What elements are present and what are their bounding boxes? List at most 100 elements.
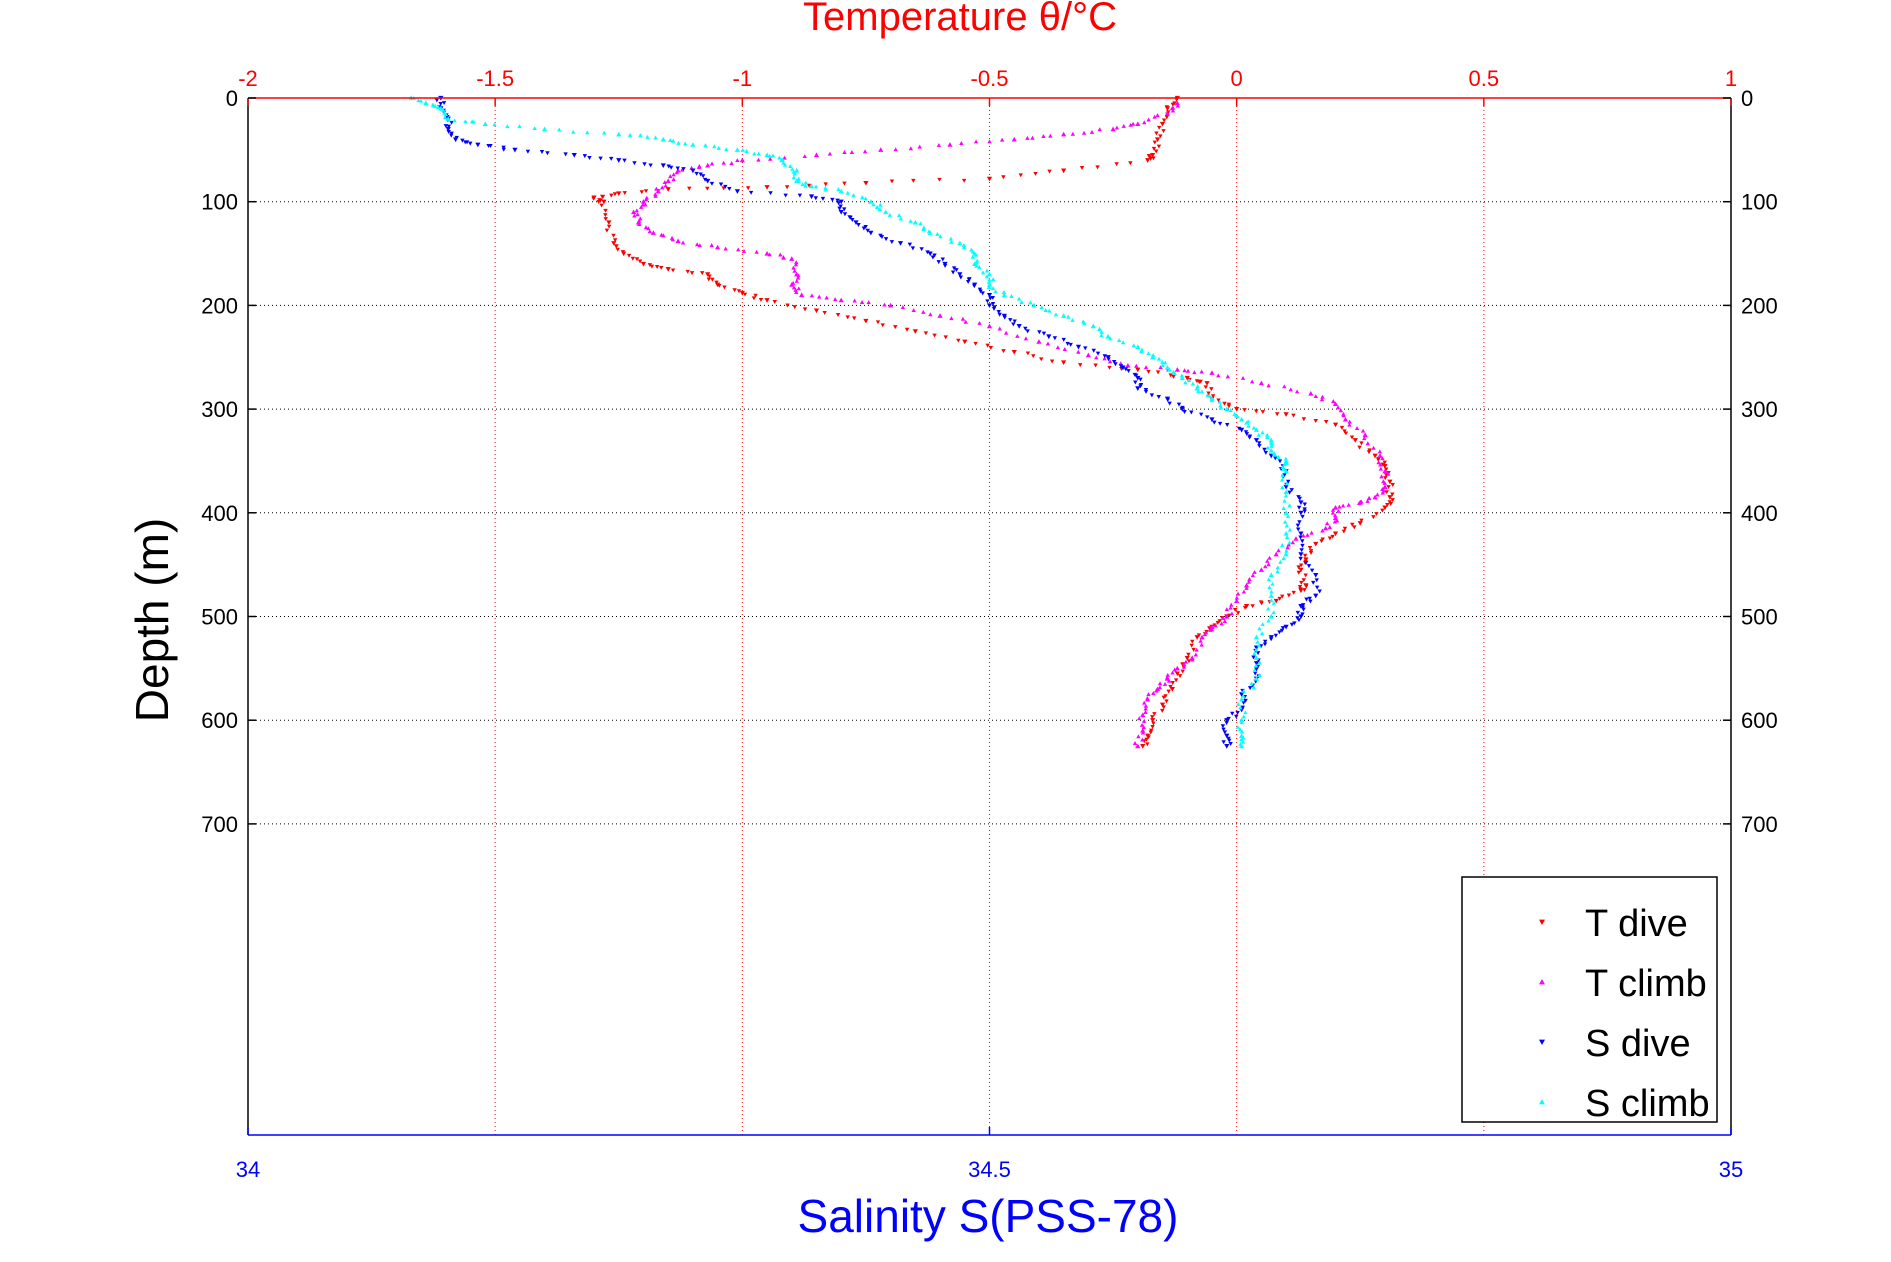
sample-point bbox=[1222, 401, 1227, 406]
sample-point bbox=[1047, 308, 1052, 313]
sample-point bbox=[791, 175, 797, 180]
data-point bbox=[1352, 438, 1358, 443]
sample-point bbox=[1250, 573, 1256, 578]
data-point bbox=[1253, 427, 1260, 432]
sample-point bbox=[710, 277, 715, 282]
data-point bbox=[705, 272, 711, 277]
sample-point bbox=[1283, 456, 1289, 461]
sample-point bbox=[986, 279, 992, 284]
sample-point bbox=[1048, 133, 1053, 138]
right-tick-label: 700 bbox=[1741, 812, 1778, 837]
bottom-axis-ticks: 34 34.5 35 bbox=[236, 1127, 1743, 1182]
sample-point bbox=[1155, 370, 1161, 375]
sample-point bbox=[961, 178, 967, 183]
sample-point bbox=[1285, 514, 1291, 519]
sample-point bbox=[1219, 621, 1224, 626]
sample-point bbox=[1001, 349, 1006, 354]
sample-point bbox=[1131, 343, 1136, 348]
sample-point bbox=[1009, 293, 1014, 298]
sample-point bbox=[985, 299, 990, 304]
sample-point bbox=[1170, 670, 1175, 675]
sample-point bbox=[790, 166, 795, 171]
sample-point bbox=[1380, 490, 1385, 495]
sample-point bbox=[1319, 539, 1324, 544]
sample-point bbox=[768, 156, 773, 161]
data-point bbox=[838, 188, 844, 194]
sample-point bbox=[1062, 347, 1068, 351]
sample-point bbox=[1236, 701, 1241, 706]
sample-point bbox=[1228, 605, 1233, 610]
data-point bbox=[1313, 593, 1319, 599]
right-tick-label: 0 bbox=[1741, 86, 1753, 111]
sample-point bbox=[917, 144, 922, 149]
sample-point bbox=[649, 264, 655, 269]
data-point bbox=[1283, 624, 1289, 630]
data-point bbox=[1140, 712, 1146, 718]
sample-point bbox=[1314, 578, 1319, 583]
sample-point bbox=[1209, 387, 1214, 392]
sample-point bbox=[1266, 618, 1271, 623]
sample-point bbox=[1303, 573, 1308, 578]
sample-point bbox=[1139, 722, 1145, 727]
sample-point bbox=[1202, 632, 1208, 637]
sample-point bbox=[724, 147, 729, 152]
sample-point bbox=[697, 243, 703, 248]
sample-point bbox=[636, 218, 642, 223]
sample-point bbox=[1039, 357, 1044, 362]
sample-point bbox=[1192, 370, 1197, 375]
right-tick-label: 400 bbox=[1741, 501, 1778, 526]
sample-point bbox=[608, 156, 614, 161]
sample-point bbox=[1319, 397, 1325, 402]
sample-point bbox=[837, 206, 842, 211]
data-point bbox=[1342, 416, 1349, 422]
sample-point bbox=[1157, 681, 1163, 686]
sample-point bbox=[1384, 490, 1389, 495]
sample-point bbox=[603, 217, 608, 222]
sample-point bbox=[1336, 508, 1341, 513]
data-point bbox=[1298, 510, 1304, 516]
sample-point bbox=[709, 181, 715, 186]
sample-point bbox=[1102, 356, 1107, 361]
sample-point bbox=[959, 141, 964, 146]
top-tick-label: -1.5 bbox=[476, 66, 514, 91]
data-point bbox=[616, 191, 622, 197]
sample-point bbox=[813, 184, 819, 189]
sample-point bbox=[830, 197, 835, 202]
sample-point bbox=[727, 186, 732, 191]
sample-point bbox=[966, 277, 972, 282]
data-point bbox=[764, 152, 770, 158]
legend: T dive T climb S dive S climb bbox=[1461, 876, 1718, 1125]
sample-point bbox=[1189, 410, 1194, 415]
sample-point bbox=[780, 157, 785, 162]
data-point bbox=[1283, 468, 1289, 474]
sample-point bbox=[758, 297, 764, 302]
sample-point bbox=[1260, 430, 1265, 435]
sample-point bbox=[705, 186, 710, 191]
sample-point bbox=[1273, 456, 1278, 461]
sample-point bbox=[1196, 389, 1201, 394]
data-point bbox=[1239, 696, 1245, 702]
sample-point bbox=[1280, 542, 1285, 547]
sample-point bbox=[1266, 577, 1272, 582]
sample-point bbox=[1235, 611, 1241, 616]
sample-point bbox=[1107, 365, 1112, 370]
sample-point bbox=[454, 135, 459, 140]
sample-point bbox=[768, 191, 773, 196]
data-point bbox=[1105, 333, 1111, 339]
data-point bbox=[1145, 158, 1151, 163]
sample-point bbox=[571, 129, 576, 134]
data-point bbox=[616, 131, 622, 137]
sample-point bbox=[792, 268, 797, 273]
data-point bbox=[888, 302, 894, 308]
sample-point bbox=[1359, 518, 1364, 523]
data-point bbox=[1110, 126, 1116, 132]
data-point bbox=[986, 292, 993, 298]
sample-point bbox=[1302, 553, 1308, 558]
sample-point bbox=[889, 240, 895, 245]
data-point bbox=[438, 105, 444, 111]
sample-point bbox=[585, 130, 590, 135]
sample-point bbox=[1380, 456, 1385, 461]
data-point bbox=[1085, 352, 1091, 358]
data-point bbox=[1239, 743, 1245, 749]
sample-point bbox=[643, 197, 649, 202]
